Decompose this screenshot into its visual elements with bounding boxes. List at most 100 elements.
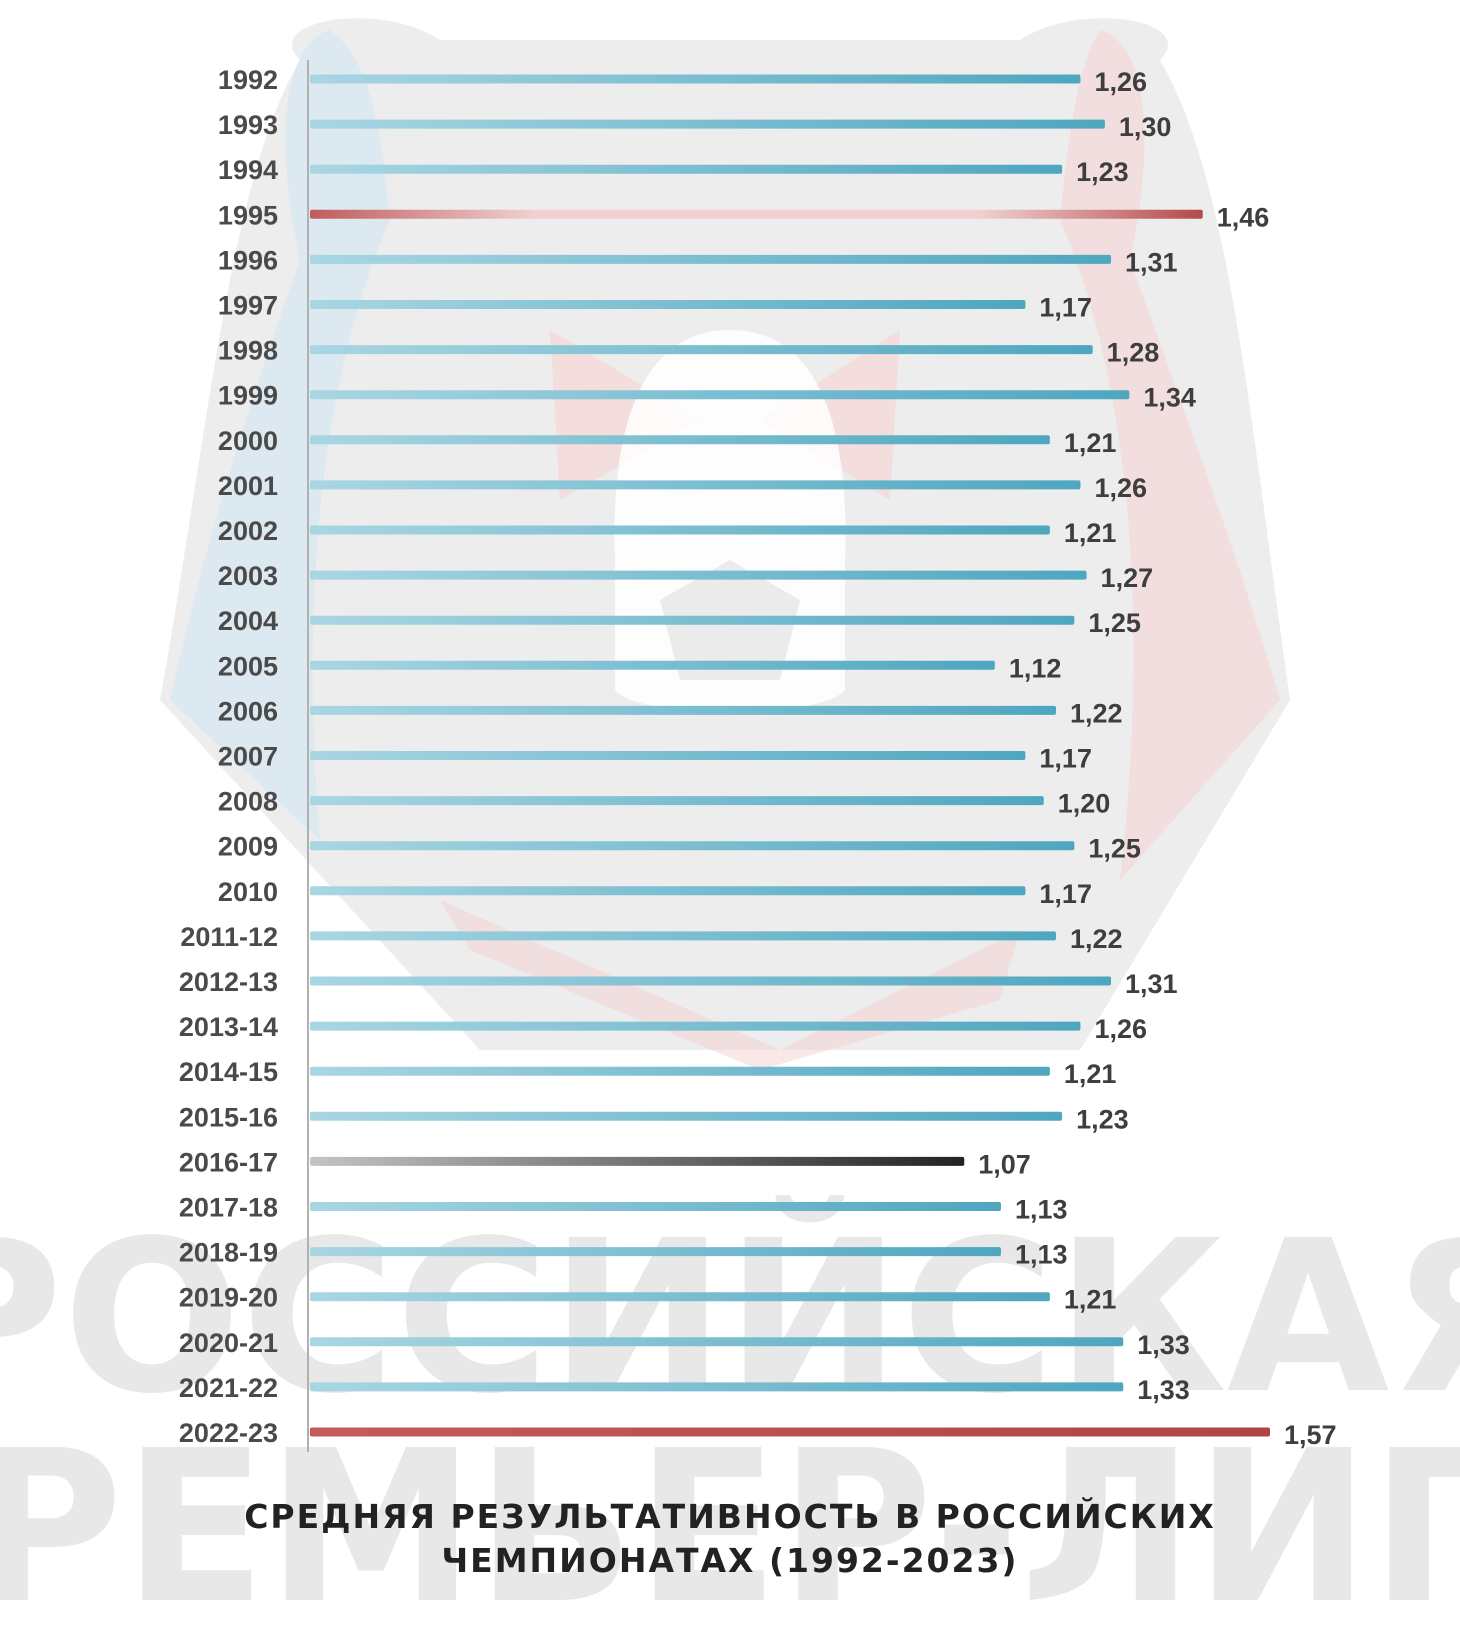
value-label-2004: 1,25	[1088, 608, 1141, 638]
category-label-1992: 1992	[218, 65, 278, 95]
value-label-1994: 1,23	[1076, 157, 1129, 187]
category-label-2002: 2002	[218, 516, 278, 546]
chart-title-line-1: СРЕДНЯЯ РЕЗУЛЬТАТИВНОСТЬ В РОССИЙСКИХ	[244, 1497, 1216, 1536]
category-label-1998: 1998	[218, 336, 278, 366]
category-label-2014-15: 2014-15	[179, 1057, 278, 1087]
bar-2000	[310, 435, 1050, 445]
category-label-2001: 2001	[218, 471, 278, 501]
year-labels-group: 1992 1993 1994 1995 1996 1997 1998 1999 2000 2001…	[179, 65, 278, 1448]
value-label-2002: 1,21	[1064, 518, 1117, 548]
value-label-2016-17: 1,07	[978, 1149, 1031, 1179]
category-label-2011-12: 2011-12	[180, 922, 278, 952]
bar-1996	[310, 254, 1112, 264]
value-label-2009: 1,25	[1088, 834, 1141, 864]
category-label-2016-17: 2016-17	[179, 1147, 278, 1177]
category-label-1999: 1999	[218, 381, 278, 411]
bar-2018-19	[310, 1247, 1001, 1257]
bar-2012-13	[310, 976, 1112, 986]
bar-1993	[310, 119, 1105, 129]
bar-2019-20	[310, 1292, 1050, 1302]
bars-group	[310, 74, 1270, 1437]
watermark-text: РОССИЙСКАЯ ПРЕМЬЕР-ЛИГА	[0, 1194, 1460, 1627]
category-label-2019-20: 2019-20	[179, 1283, 278, 1313]
bar-1997	[310, 300, 1026, 309]
value-label-1992: 1,26	[1094, 67, 1147, 97]
category-label-2012-13: 2012-13	[179, 967, 278, 997]
bar-2004	[310, 615, 1075, 625]
category-label-2005: 2005	[218, 651, 278, 681]
category-label-1996: 1996	[218, 245, 278, 275]
bar-2002	[310, 525, 1050, 535]
value-label-1995: 1,46	[1217, 202, 1270, 232]
bar-2017-18	[310, 1202, 1001, 1211]
value-label-2008: 1,20	[1058, 789, 1111, 819]
category-label-2021-22: 2021-22	[179, 1373, 278, 1403]
category-label-1993: 1993	[218, 110, 278, 140]
value-label-2001: 1,26	[1094, 473, 1147, 503]
value-label-1997: 1,17	[1039, 293, 1092, 323]
bar-2013-14	[310, 1021, 1081, 1031]
watermark-line-2: ПРЕМЬЕР-ЛИГА	[0, 1405, 1460, 1627]
value-labels-group: 1,26 1,30 1,23 1,46 1,31 1,17 1,28 1,34 1,21 1,26…	[978, 67, 1336, 1450]
bar-2014-15	[310, 1066, 1050, 1076]
bar-2021-22	[310, 1382, 1124, 1392]
bar-2001	[310, 480, 1081, 490]
value-label-1993: 1,30	[1119, 112, 1172, 142]
bar-max-1995	[310, 209, 1203, 219]
value-label-2010: 1,17	[1039, 879, 1092, 909]
category-label-2004: 2004	[218, 606, 278, 636]
bar-2011-12	[310, 931, 1056, 941]
value-label-2006: 1,22	[1070, 698, 1123, 728]
bar-1999	[310, 390, 1130, 400]
value-label-2017-18: 1,13	[1015, 1195, 1068, 1225]
category-label-2022-23: 2022-23	[179, 1418, 278, 1448]
category-label-2020-21: 2020-21	[179, 1328, 278, 1358]
value-label-2005: 1,12	[1009, 653, 1062, 683]
category-label-1995: 1995	[218, 200, 278, 230]
category-label-2007: 2007	[218, 742, 278, 772]
bar-2020-21	[310, 1337, 1124, 1347]
bar-1994	[310, 164, 1063, 174]
bar-2015-16	[310, 1111, 1063, 1121]
value-label-2014-15: 1,21	[1064, 1059, 1117, 1089]
bar-2010	[310, 886, 1026, 896]
value-label-1996: 1,31	[1125, 247, 1178, 277]
bar-max-2022-23	[310, 1427, 1270, 1437]
value-label-2015-16: 1,23	[1076, 1104, 1129, 1134]
value-label-2003: 1,27	[1101, 563, 1154, 593]
value-label-1998: 1,28	[1107, 338, 1160, 368]
value-label-1999: 1,34	[1143, 383, 1196, 413]
bar-2003	[310, 570, 1087, 580]
bar-2005	[310, 660, 995, 670]
category-label-2013-14: 2013-14	[179, 1012, 278, 1042]
value-label-2022-23: 1,57	[1284, 1420, 1337, 1450]
value-label-2020-21: 1,33	[1137, 1330, 1190, 1360]
category-label-2017-18: 2017-18	[179, 1193, 278, 1223]
value-label-2019-20: 1,21	[1064, 1285, 1117, 1315]
chart-title-line-2: ЧЕМПИОНАТАХ (1992-2023)	[441, 1541, 1019, 1580]
bar-2009	[310, 841, 1075, 851]
value-label-2013-14: 1,26	[1094, 1014, 1147, 1044]
category-label-2000: 2000	[218, 426, 278, 456]
bar-2006	[310, 705, 1056, 715]
bar-2007	[310, 751, 1026, 760]
category-label-2006: 2006	[218, 696, 278, 726]
category-label-2008: 2008	[218, 787, 278, 817]
value-label-2000: 1,21	[1064, 428, 1117, 458]
value-label-2011-12: 1,22	[1070, 924, 1123, 954]
value-label-2021-22: 1,33	[1137, 1375, 1190, 1405]
value-label-2012-13: 1,31	[1125, 969, 1178, 999]
watermark-line-1: РОССИЙСКАЯ	[0, 1194, 1460, 1440]
bar-1998	[310, 345, 1093, 355]
category-label-2010: 2010	[218, 877, 278, 907]
bar-min-2016-17	[310, 1156, 965, 1166]
category-label-2018-19: 2018-19	[179, 1238, 278, 1268]
category-label-2015-16: 2015-16	[179, 1102, 278, 1132]
category-label-2009: 2009	[218, 832, 278, 862]
value-label-2018-19: 1,13	[1015, 1240, 1068, 1270]
bar-2008	[310, 796, 1044, 806]
bar-1992	[310, 74, 1081, 84]
category-label-1997: 1997	[218, 291, 278, 321]
